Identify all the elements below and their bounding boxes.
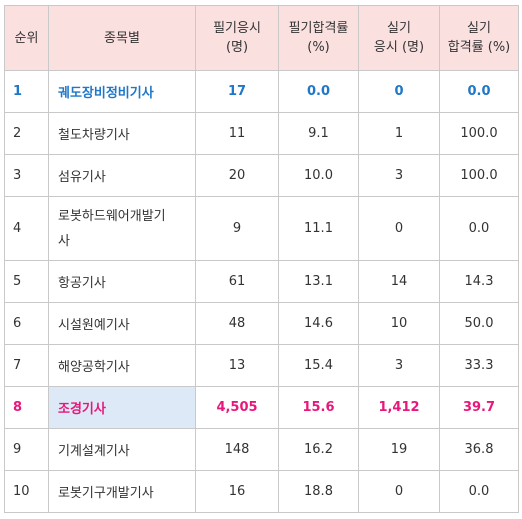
cell-rank: 9 bbox=[4, 428, 49, 471]
cell-practical-pass-rate: 0.0 bbox=[439, 196, 519, 261]
header-practical-applicants-line1: 실기 bbox=[387, 21, 411, 36]
cell-practical-pass-rate: 0.0 bbox=[439, 470, 519, 513]
cell-practical-applicants: 14 bbox=[358, 260, 440, 303]
cell-rank: 10 bbox=[4, 470, 49, 513]
cell-practical-pass-rate: 50.0 bbox=[439, 302, 519, 345]
cell-written-applicants: 9 bbox=[195, 196, 279, 261]
cell-practical-applicants: 0 bbox=[358, 196, 440, 261]
table-row: 6 시설원예기사 48 14.6 10 50.0 bbox=[4, 302, 519, 345]
cell-written-applicants: 17 bbox=[195, 70, 279, 113]
header-written-pass-rate-line2: (%) bbox=[307, 40, 330, 55]
table-row: 7 해양공학기사 13 15.4 3 33.3 bbox=[4, 344, 519, 387]
cell-written-pass-rate: 9.1 bbox=[278, 112, 359, 155]
header-written-pass-rate-line1: 필기합격률 bbox=[288, 21, 349, 36]
cell-name: 시설원예기사 bbox=[48, 302, 196, 345]
cell-practical-applicants: 0 bbox=[358, 70, 440, 113]
cell-rank: 1 bbox=[4, 70, 49, 113]
cell-name: 조경기사 bbox=[48, 386, 196, 429]
table-row: 1 궤도장비정비기사 17 0.0 0 0.0 bbox=[4, 70, 519, 113]
cell-written-applicants: 11 bbox=[195, 112, 279, 155]
cell-rank: 3 bbox=[4, 154, 49, 197]
table-row: 8 조경기사 4,505 15.6 1,412 39.7 bbox=[4, 386, 519, 429]
cell-written-applicants: 148 bbox=[195, 428, 279, 471]
cell-written-applicants: 20 bbox=[195, 154, 279, 197]
cell-written-pass-rate: 15.4 bbox=[278, 344, 359, 387]
cell-name: 해양공학기사 bbox=[48, 344, 196, 387]
cell-written-applicants: 16 bbox=[195, 470, 279, 513]
cell-rank: 2 bbox=[4, 112, 49, 155]
header-name: 종목별 bbox=[48, 5, 196, 71]
cell-practical-applicants: 3 bbox=[358, 344, 440, 387]
header-rank: 순위 bbox=[4, 5, 49, 71]
cell-rank: 8 bbox=[4, 386, 49, 429]
header-written-applicants: 필기응시 (명) bbox=[195, 5, 279, 71]
cell-name-line1: 로봇하드웨어개발기 bbox=[58, 208, 166, 224]
cell-written-pass-rate: 18.8 bbox=[278, 470, 359, 513]
cell-name: 기계설계기사 bbox=[48, 428, 196, 471]
cell-written-applicants: 48 bbox=[195, 302, 279, 345]
cell-practical-pass-rate: 0.0 bbox=[439, 70, 519, 113]
header-practical-pass-rate-line2: 합격률 (%) bbox=[447, 40, 511, 55]
table-row: 5 항공기사 61 13.1 14 14.3 bbox=[4, 260, 519, 303]
cell-written-pass-rate: 16.2 bbox=[278, 428, 359, 471]
cell-name: 섬유기사 bbox=[48, 154, 196, 197]
cell-practical-applicants: 10 bbox=[358, 302, 440, 345]
table-row: 2 철도차량기사 11 9.1 1 100.0 bbox=[4, 112, 519, 155]
cell-rank: 6 bbox=[4, 302, 49, 345]
cell-name: 로봇기구개발기사 bbox=[48, 470, 196, 513]
cell-name-line2: 사 bbox=[58, 233, 70, 249]
cell-name: 철도차량기사 bbox=[48, 112, 196, 155]
cell-name: 항공기사 bbox=[48, 260, 196, 303]
cell-practical-applicants: 0 bbox=[358, 470, 440, 513]
header-written-applicants-line1: 필기응시 bbox=[213, 21, 261, 36]
cell-practical-pass-rate: 100.0 bbox=[439, 112, 519, 155]
cell-practical-pass-rate: 36.8 bbox=[439, 428, 519, 471]
header-practical-pass-rate-line1: 실기 bbox=[467, 21, 491, 36]
cell-practical-applicants: 1,412 bbox=[358, 386, 440, 429]
cell-written-pass-rate: 11.1 bbox=[278, 196, 359, 261]
cell-rank: 4 bbox=[4, 196, 49, 261]
cell-written-pass-rate: 0.0 bbox=[278, 70, 359, 113]
cell-practical-applicants: 1 bbox=[358, 112, 440, 155]
header-written-pass-rate: 필기합격률 (%) bbox=[278, 5, 359, 71]
table-row: 9 기계설계기사 148 16.2 19 36.8 bbox=[4, 428, 519, 471]
cell-written-applicants: 61 bbox=[195, 260, 279, 303]
cell-practical-applicants: 3 bbox=[358, 154, 440, 197]
cell-written-pass-rate: 15.6 bbox=[278, 386, 359, 429]
cell-practical-pass-rate: 33.3 bbox=[439, 344, 519, 387]
cell-practical-pass-rate: 100.0 bbox=[439, 154, 519, 197]
cell-practical-applicants: 19 bbox=[358, 428, 440, 471]
cell-rank: 7 bbox=[4, 344, 49, 387]
header-written-applicants-line2: (명) bbox=[225, 40, 249, 55]
cell-written-applicants: 4,505 bbox=[195, 386, 279, 429]
cell-written-pass-rate: 13.1 bbox=[278, 260, 359, 303]
cell-rank: 5 bbox=[4, 260, 49, 303]
cell-written-pass-rate: 14.6 bbox=[278, 302, 359, 345]
header-practical-applicants-line2: 응시 (명) bbox=[373, 40, 425, 55]
cell-practical-pass-rate: 14.3 bbox=[439, 260, 519, 303]
cell-name: 궤도장비정비기사 bbox=[48, 70, 196, 113]
cell-written-applicants: 13 bbox=[195, 344, 279, 387]
cell-written-pass-rate: 10.0 bbox=[278, 154, 359, 197]
table-row: 10 로봇기구개발기사 16 18.8 0 0.0 bbox=[4, 470, 519, 513]
cell-practical-pass-rate: 39.7 bbox=[439, 386, 519, 429]
table-row: 3 섬유기사 20 10.0 3 100.0 bbox=[4, 154, 519, 197]
